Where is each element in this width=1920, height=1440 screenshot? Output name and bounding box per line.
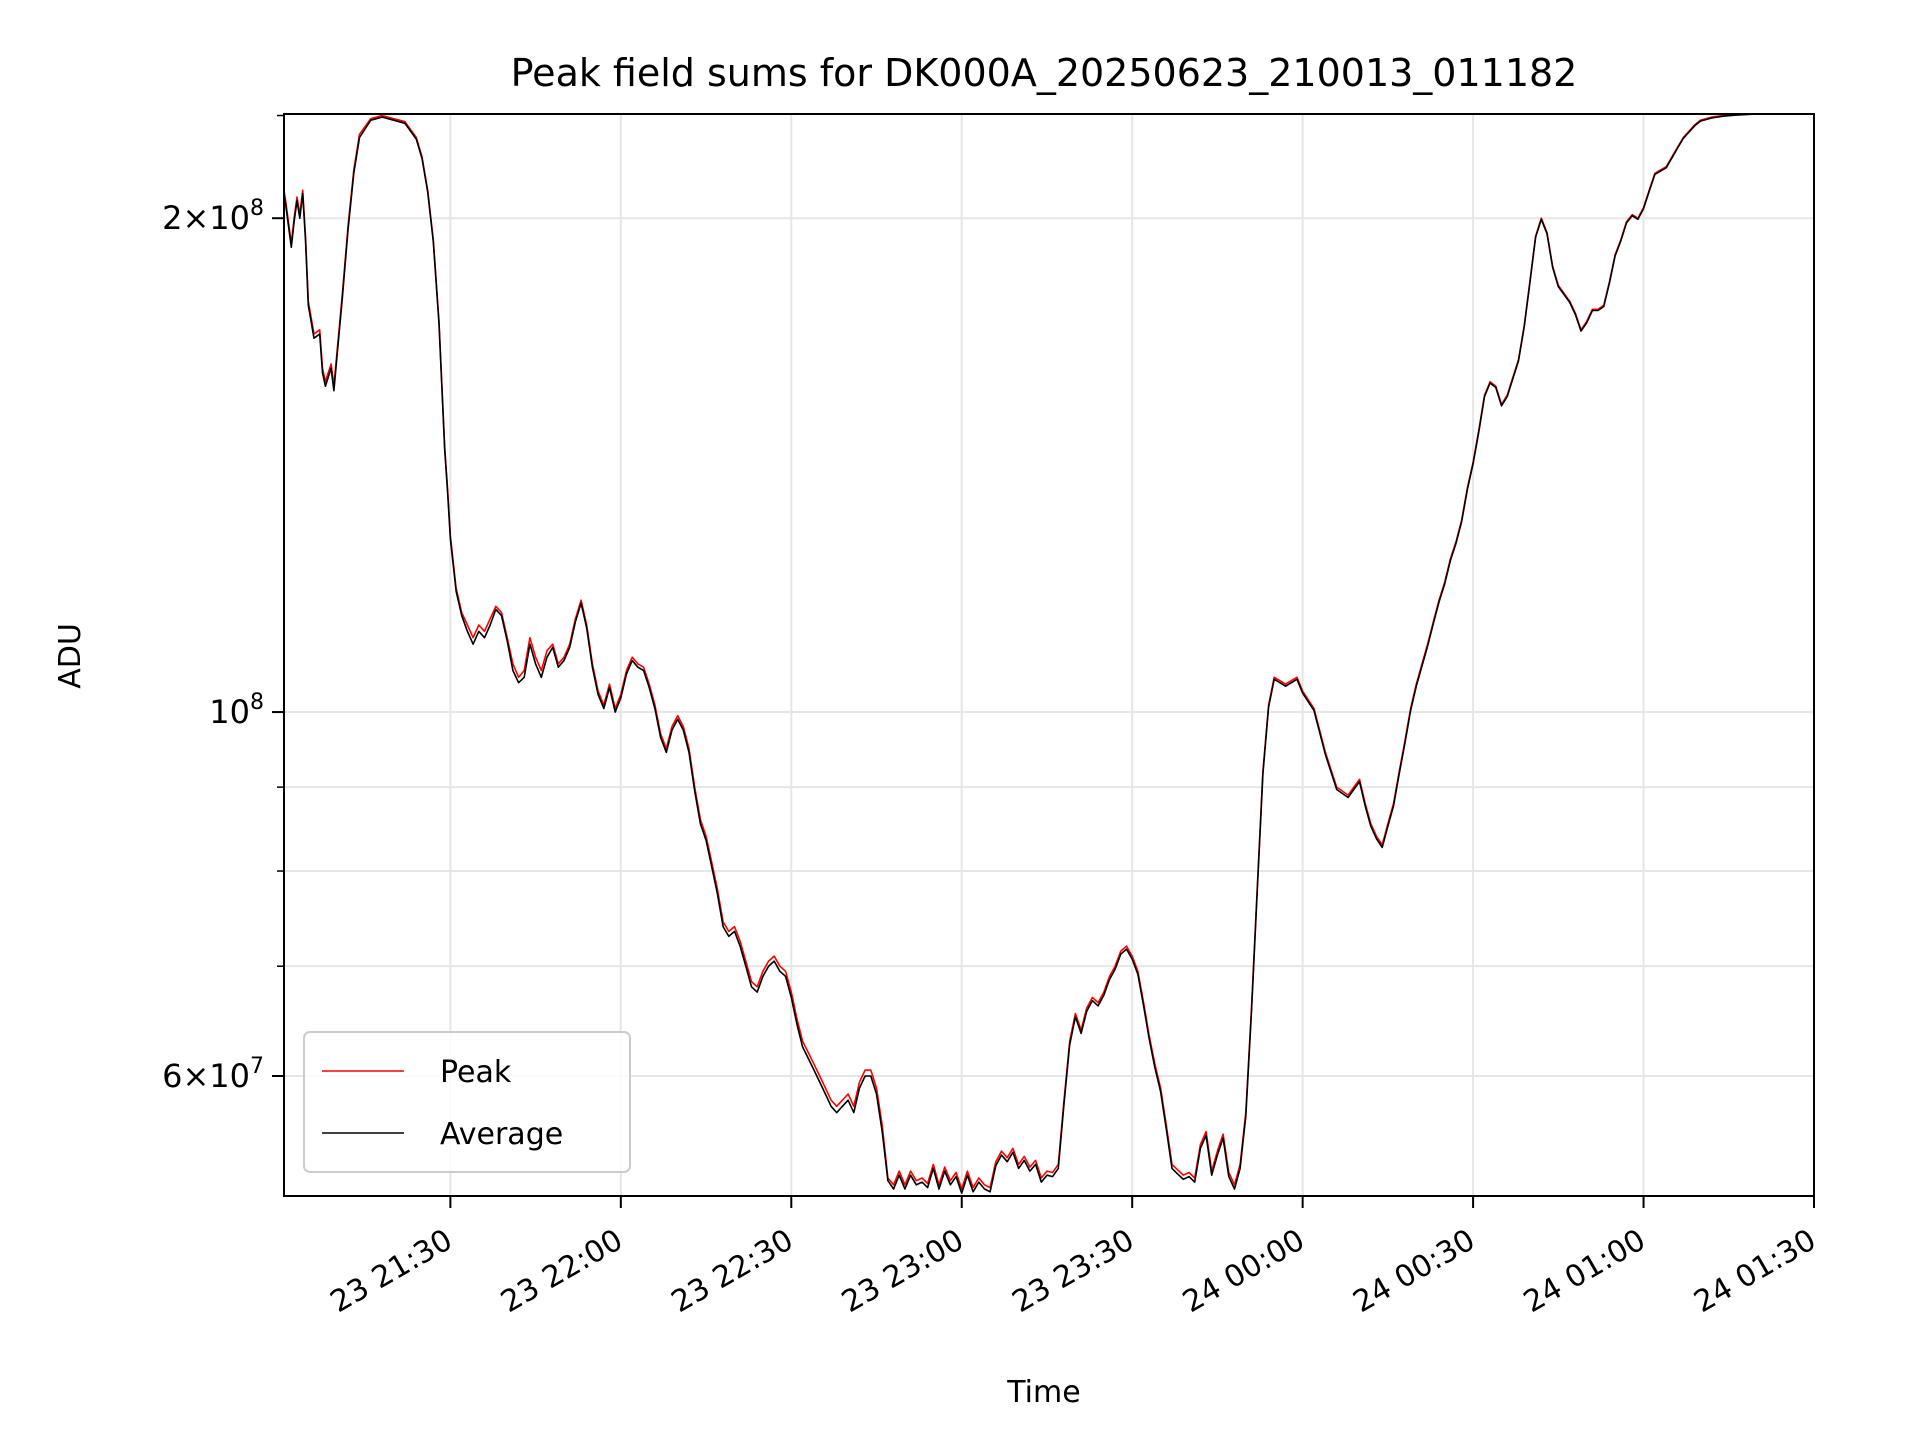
plot-frame	[283, 113, 1815, 1197]
y-axis-label: ADU	[53, 623, 88, 689]
y-tick-label: 2×108	[162, 196, 264, 237]
y-tick-label: 108	[209, 690, 264, 731]
x-axis-label: Time	[1006, 1375, 1080, 1410]
legend: Peak Average	[303, 1031, 631, 1173]
y-gridlines	[284, 217, 1814, 1078]
y-tick-label: 6×107	[162, 1054, 264, 1095]
legend-peak-label: Peak	[440, 1055, 512, 1090]
y-axis-ticks: 2×108 108 6×107	[162, 114, 284, 1095]
chart-title: Peak field sums for DK000A_20250623_2100…	[511, 51, 1578, 95]
series-line-average	[283, 113, 1758, 1194]
legend-box	[303, 1031, 631, 1173]
legend-average-label: Average	[440, 1117, 563, 1152]
series-line-peak	[283, 113, 1758, 1190]
series-layer	[283, 113, 1758, 1194]
